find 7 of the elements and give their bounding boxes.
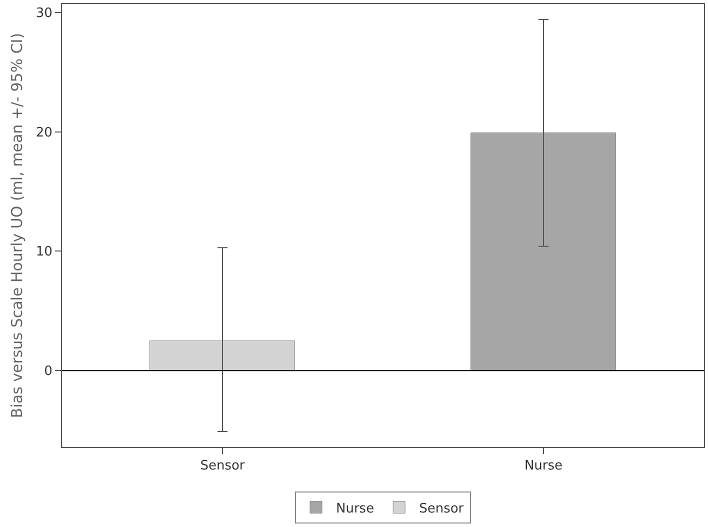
y-axis-title: Bias versus Scale Hourly UO (ml, mean +/- 95% CI) <box>8 32 26 418</box>
legend-label: Sensor <box>419 501 464 516</box>
legend-label: Nurse <box>336 501 374 516</box>
y-tick-label: 0 <box>44 364 52 380</box>
y-tick-label: 10 <box>36 244 52 260</box>
y-tick-label: 20 <box>36 125 52 140</box>
y-tick-label: 30 <box>36 6 52 21</box>
